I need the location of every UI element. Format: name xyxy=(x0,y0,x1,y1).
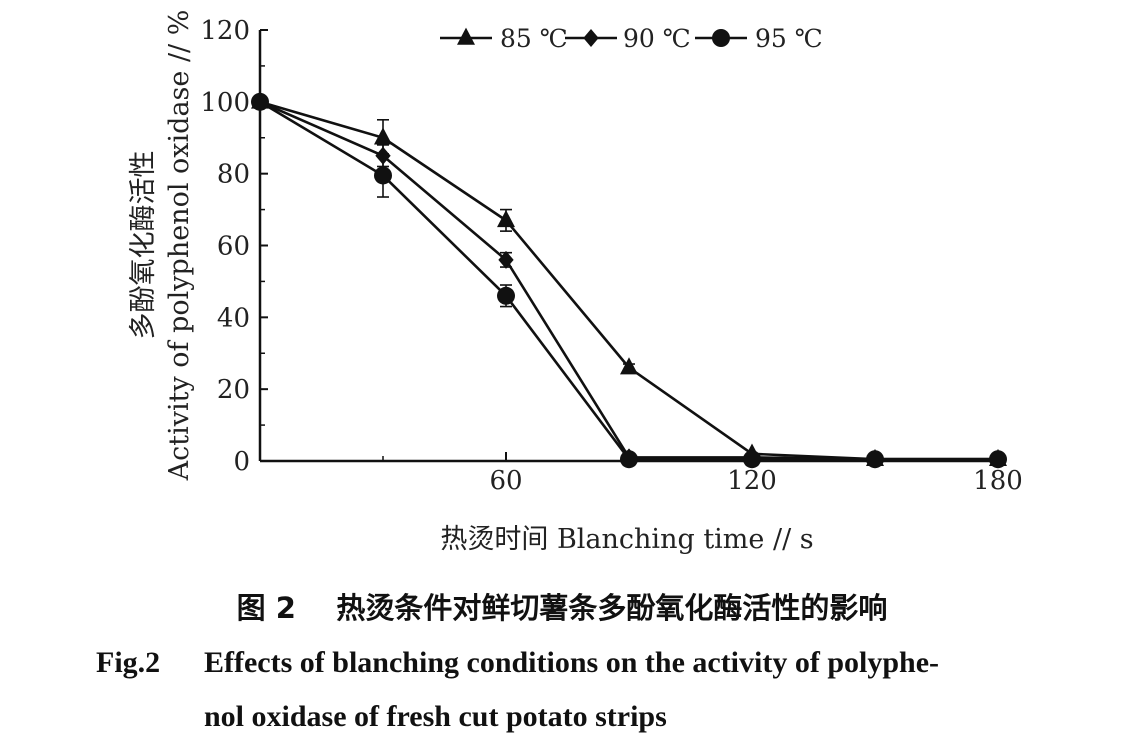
figure-number-zh: 图 2 xyxy=(236,591,296,625)
y-tick-label: 80 xyxy=(217,160,250,190)
marker-triangle xyxy=(374,127,392,145)
legend-label: 85 ℃ xyxy=(500,24,568,53)
figure-title-en-line1: Effects of blanching conditions on the a… xyxy=(204,646,940,679)
figure-caption-en-line1: Fig.2 Effects of blanching conditions on … xyxy=(96,646,1056,680)
legend: 85 ℃ 90 ℃ 95 ℃ xyxy=(440,24,823,53)
marker-diamond xyxy=(583,29,599,47)
marker-triangle xyxy=(497,210,515,228)
series-2 xyxy=(252,92,1006,469)
legend-label: 95 ℃ xyxy=(755,24,823,53)
chart: 0 20 40 60 80 100 120 60 120 180 85 ℃ 90 ℃ 95 ℃ 热烫时… xyxy=(128,10,1023,555)
y-tick-label: 0 xyxy=(233,447,250,477)
x-tick-label: 180 xyxy=(973,466,1023,496)
marker-circle xyxy=(866,450,884,469)
marker-triangle xyxy=(457,27,475,45)
figure-title-en-line2: nol oxidase of fresh cut potato strips xyxy=(204,700,667,733)
series-line xyxy=(259,100,998,461)
marker-circle xyxy=(374,166,392,185)
series-3 xyxy=(251,92,1007,469)
x-axis-label: 热烫时间 Blanching time // s xyxy=(440,524,813,555)
y-axis-label-en: Activity of polyphenol oxidase // % xyxy=(164,10,195,482)
marker-circle xyxy=(743,450,761,469)
x-tick-label: 120 xyxy=(727,466,777,496)
series-line xyxy=(259,100,998,461)
marker-circle xyxy=(712,29,730,47)
legend-item-2: 90 ℃ xyxy=(565,24,691,53)
y-tick-label: 20 xyxy=(217,375,250,405)
legend-item-1: 85 ℃ xyxy=(440,24,568,53)
legend-item-3: 95 ℃ xyxy=(695,24,823,53)
marker-circle xyxy=(620,450,638,469)
y-axis-label-zh: 多酚氧化酶活性 xyxy=(128,151,159,340)
series-layer xyxy=(251,91,1007,469)
tick-labels: 0 20 40 60 80 100 120 60 120 180 xyxy=(200,16,1022,496)
y-tick-label: 120 xyxy=(200,16,250,46)
figure-caption-en-line2: nol oxidase of fresh cut potato strips xyxy=(96,700,1056,734)
marker-circle xyxy=(497,286,515,305)
figure-number-en: Fig.2 xyxy=(96,646,161,679)
axes xyxy=(258,29,999,463)
marker-circle xyxy=(989,450,1007,469)
series-line xyxy=(259,100,998,461)
legend-label: 90 ℃ xyxy=(623,24,691,53)
marker-triangle xyxy=(620,357,638,375)
x-tick-label: 60 xyxy=(489,466,522,496)
marker-diamond xyxy=(498,250,514,269)
y-tick-label: 60 xyxy=(217,232,250,262)
figure-title-zh: 热烫条件对鲜切薯条多酚氧化酶活性的影响 xyxy=(336,591,888,625)
figure-caption-zh: 图 2 热烫条件对鲜切薯条多酚氧化酶活性的影响 xyxy=(0,585,1124,627)
y-tick-label: 100 xyxy=(200,88,250,118)
y-tick-label: 40 xyxy=(217,303,250,333)
marker-circle xyxy=(251,92,269,111)
